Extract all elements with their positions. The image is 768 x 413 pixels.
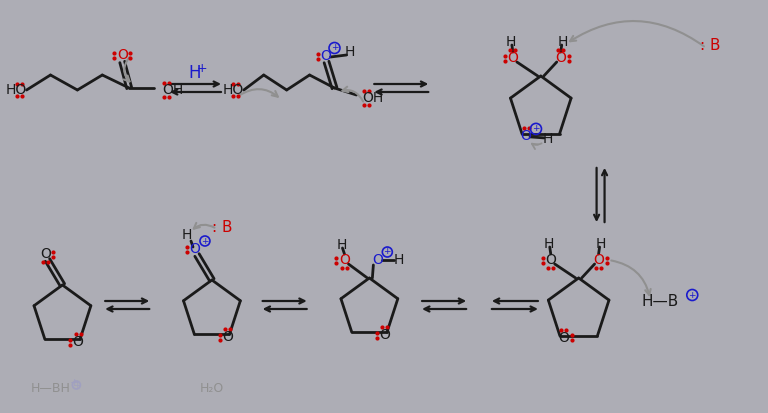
Text: H: H: [336, 238, 346, 252]
Text: H: H: [595, 237, 606, 251]
Text: +: +: [532, 124, 540, 133]
Text: O: O: [117, 48, 127, 62]
Text: H: H: [505, 35, 516, 49]
Text: O: O: [593, 253, 604, 267]
Text: OH: OH: [362, 91, 384, 105]
Text: O: O: [339, 253, 350, 267]
Text: H: H: [394, 253, 405, 267]
Text: H: H: [189, 64, 201, 82]
Text: O: O: [379, 328, 390, 342]
Text: +: +: [73, 380, 80, 389]
Text: +: +: [201, 237, 209, 245]
Text: HO: HO: [223, 83, 243, 97]
Text: O: O: [40, 247, 51, 261]
Text: +: +: [70, 378, 79, 388]
Text: HO: HO: [5, 83, 27, 97]
Text: O: O: [190, 242, 200, 256]
Text: +: +: [383, 247, 391, 256]
Text: +: +: [689, 290, 696, 299]
Text: H: H: [558, 35, 568, 49]
Text: H₂O: H₂O: [200, 382, 224, 394]
Text: O: O: [508, 51, 518, 65]
Text: H: H: [344, 45, 355, 59]
Text: H: H: [543, 132, 553, 146]
Text: H—B: H—B: [642, 294, 679, 309]
Text: O: O: [222, 330, 233, 344]
Text: H: H: [544, 237, 554, 251]
Text: +: +: [197, 62, 207, 74]
Text: : B: : B: [212, 219, 232, 235]
Text: : B: : B: [700, 38, 720, 52]
Text: H: H: [182, 228, 192, 242]
Text: H—BH: H—BH: [31, 382, 71, 394]
Text: O: O: [320, 49, 331, 63]
Text: O: O: [73, 335, 84, 349]
Text: O: O: [558, 331, 569, 345]
Text: OH: OH: [162, 83, 184, 97]
Text: O: O: [372, 253, 382, 267]
Text: O: O: [545, 253, 556, 267]
Text: +: +: [331, 43, 338, 52]
Text: O: O: [555, 51, 566, 65]
Text: O: O: [521, 129, 531, 143]
